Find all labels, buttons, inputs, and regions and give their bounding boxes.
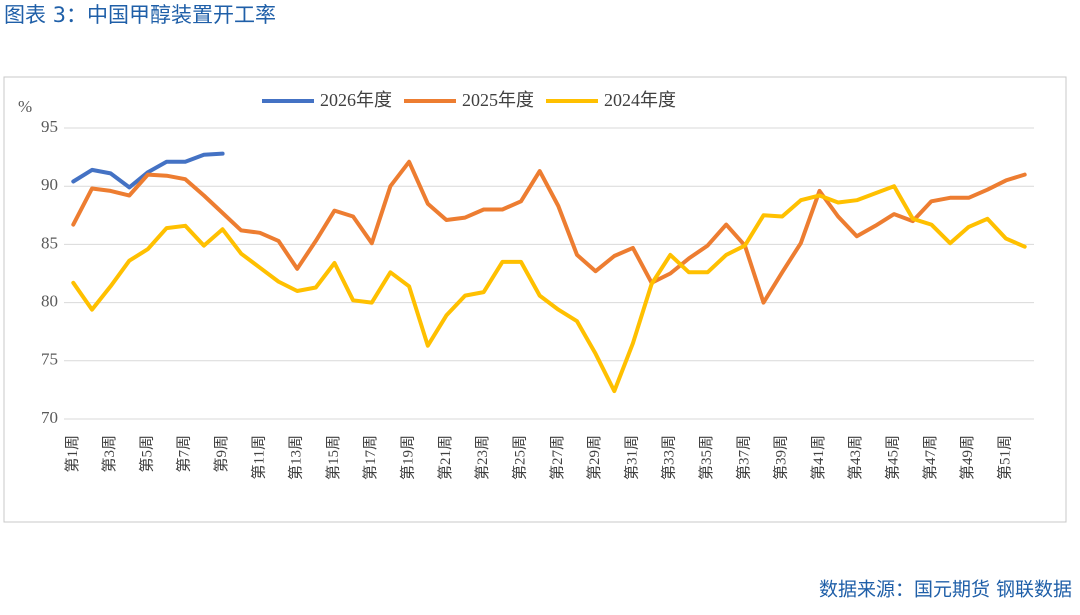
legend-label: 2025年度 [462,90,534,110]
x-tick-label: 第45周 [884,435,902,480]
x-tick-label: 第51周 [995,435,1013,480]
x-tick-label: 第37周 [734,435,752,480]
x-tick-label: 第31周 [622,435,640,480]
y-tick-label: 85 [41,233,58,252]
x-tick-label: 第1周 [63,435,81,473]
series-line [71,159,1027,305]
y-tick-label: 80 [41,292,58,311]
y-tick-label: 70 [41,408,58,427]
y-tick-label: 90 [41,175,58,194]
y-axis-unit: % [18,97,32,116]
x-tick-label: 第7周 [175,435,193,473]
x-tick-label: 第19周 [399,435,417,480]
y-tick-label: 95 [41,117,58,136]
chart-frame [3,76,1067,523]
x-tick-label: 第49周 [958,435,976,480]
x-tick-label: 第39周 [772,435,790,480]
x-tick-label: 第35周 [697,435,715,480]
x-tick-label: 第23周 [473,435,491,480]
source-note: 数据来源：国元期货 钢联数据 [819,579,1072,601]
x-tick-label: 第25周 [510,435,528,480]
x-tick-label: 第47周 [921,435,939,480]
x-tick-label: 第13周 [287,435,305,480]
x-tick-label: 第33周 [660,435,678,480]
series-line [71,151,225,190]
x-tick-label: 第43周 [846,435,864,480]
series-line [71,184,1027,394]
y-tick-label: 75 [41,350,58,369]
legend-label: 2026年度 [320,90,392,110]
x-tick-label: 第41周 [809,435,827,480]
legend-label: 2024年度 [604,90,676,110]
x-tick-label: 第27周 [548,435,566,480]
x-tick-label: 第5周 [137,435,155,473]
x-tick-label: 第11周 [249,435,267,479]
x-tick-label: 第9周 [212,435,230,473]
x-tick-label: 第21周 [436,435,454,480]
x-tick-label: 第29周 [585,435,603,480]
chart-title: 图表 3：中国甲醇装置开工率 [4,3,276,27]
x-tick-label: 第15周 [324,435,342,480]
x-tick-label: 第3周 [100,435,118,473]
x-tick-label: 第17周 [361,435,379,480]
